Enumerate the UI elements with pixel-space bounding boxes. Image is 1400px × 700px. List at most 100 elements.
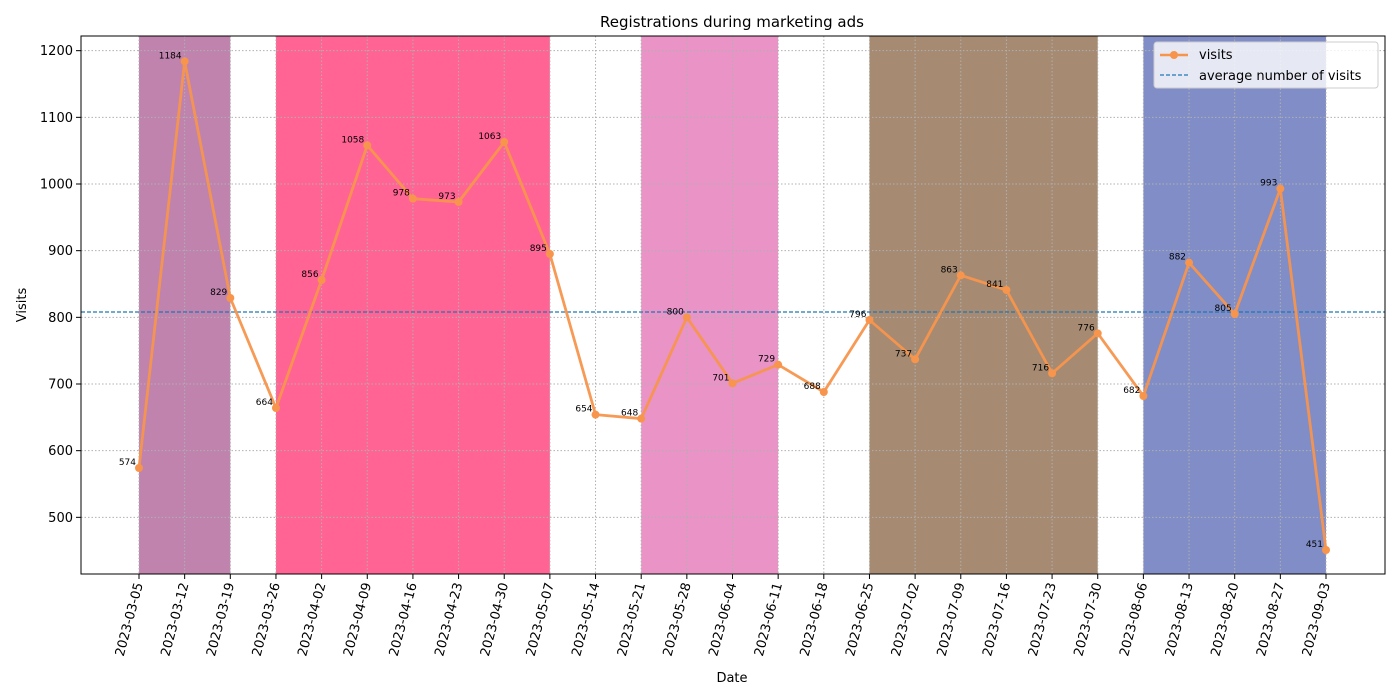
- data-label: 993: [1260, 179, 1277, 189]
- y-tick-label: 900: [48, 244, 73, 259]
- data-point: [226, 294, 235, 302]
- data-label: 805: [1215, 304, 1232, 314]
- x-tick-label: 2023-05-07: [524, 581, 558, 658]
- x-tick-label: 2023-04-16: [387, 581, 421, 658]
- data-labels: 574 1184 829 664 856 1058 978 973 1063 895 654 648 8…: [119, 51, 1323, 550]
- x-tick-label: 2023-06-18: [798, 581, 832, 658]
- legend-visits-label: visits: [1199, 48, 1233, 63]
- data-point: [454, 198, 463, 206]
- data-point: [637, 414, 646, 423]
- data-label: 895: [530, 244, 547, 254]
- data-label: 1184: [159, 51, 182, 61]
- x-tick-label: 2023-07-23: [1026, 581, 1060, 658]
- data-label: 841: [986, 280, 1003, 290]
- data-point: [956, 271, 965, 280]
- data-point: [408, 194, 417, 203]
- data-label: 1063: [478, 132, 501, 142]
- data-point: [728, 379, 737, 388]
- x-tick-label: 2023-06-25: [843, 581, 877, 658]
- data-label: 776: [1078, 323, 1095, 333]
- x-tick-label: 2023-06-11: [752, 581, 786, 658]
- y-tick-label: 1000: [40, 178, 73, 193]
- data-label: 574: [119, 458, 136, 468]
- data-point: [1002, 286, 1011, 294]
- x-tick-label: 2023-05-14: [569, 581, 603, 658]
- legend-average-label: average number of visits: [1199, 69, 1362, 84]
- data-point: [1139, 392, 1148, 400]
- x-tick-label: 2023-07-16: [980, 581, 1014, 658]
- data-label: 701: [712, 373, 729, 383]
- data-point: [682, 313, 691, 322]
- data-label: 729: [758, 355, 775, 365]
- data-label: 648: [621, 409, 638, 419]
- data-point: [500, 138, 509, 146]
- data-label: 863: [941, 265, 958, 275]
- data-point: [774, 360, 783, 369]
- data-label: 978: [393, 189, 410, 199]
- data-label: 682: [1123, 386, 1140, 396]
- data-label: 973: [438, 192, 455, 202]
- legend-visits-marker: [1170, 51, 1178, 59]
- data-point: [1230, 310, 1239, 318]
- x-tick-label: 2023-05-21: [615, 581, 649, 658]
- x-tick-label: 2023-04-23: [432, 581, 466, 658]
- x-tick-label: 2023-04-09: [341, 581, 375, 658]
- x-tick-label: 2023-07-02: [889, 581, 923, 658]
- x-tick-label: 2023-07-30: [1072, 581, 1106, 658]
- data-label: 882: [1169, 253, 1186, 263]
- y-axis-ticks: 500 600 700 800 900 1000 1100 1200: [40, 44, 81, 526]
- shaded-span-3: [641, 36, 779, 574]
- data-label: 1058: [341, 135, 364, 145]
- x-axis-ticks: 2023-03-05 2023-03-12 2023-03-19 2023-03-26…: [113, 574, 1334, 658]
- y-tick-label: 1200: [40, 44, 73, 59]
- data-point: [1093, 329, 1102, 338]
- data-label: 654: [575, 405, 592, 415]
- x-tick-label: 2023-04-02: [295, 581, 329, 658]
- data-point: [1276, 184, 1285, 193]
- series-visits: [135, 57, 1330, 554]
- x-tick-label: 2023-07-09: [935, 581, 969, 658]
- y-tick-label: 500: [48, 511, 73, 526]
- data-point: [180, 57, 189, 66]
- data-point: [1048, 369, 1057, 378]
- data-label: 796: [849, 310, 866, 320]
- data-point: [865, 316, 874, 324]
- data-point: [271, 404, 280, 412]
- data-point: [1185, 258, 1194, 267]
- x-tick-label: 2023-09-03: [1300, 581, 1334, 658]
- x-tick-label: 2023-03-19: [204, 581, 238, 658]
- x-tick-label: 2023-08-20: [1209, 581, 1243, 658]
- x-tick-label: 2023-03-26: [250, 581, 284, 658]
- data-label: 800: [667, 307, 684, 317]
- x-tick-label: 2023-04-30: [478, 581, 512, 658]
- y-tick-label: 600: [48, 444, 73, 459]
- data-point: [1322, 546, 1330, 554]
- y-tick-label: 1100: [40, 111, 73, 126]
- x-tick-label: 2023-08-06: [1117, 581, 1151, 658]
- x-tick-label: 2023-03-05: [113, 581, 147, 658]
- y-axis-label: Visits: [15, 288, 30, 323]
- x-tick-label: 2023-03-12: [158, 581, 192, 658]
- data-point: [591, 410, 600, 419]
- y-tick-label: 700: [48, 378, 73, 393]
- data-point: [317, 276, 326, 284]
- y-tick-label: 800: [48, 311, 73, 326]
- legend: visits average number of visits: [1153, 41, 1379, 89]
- legend-box: [1153, 41, 1379, 89]
- data-label: 856: [301, 270, 318, 280]
- shaded-span-4: [869, 36, 1098, 574]
- x-axis-label: Date: [716, 671, 747, 686]
- x-tick-label: 2023-06-04: [706, 581, 740, 658]
- data-label: 688: [804, 382, 821, 392]
- data-label: 737: [895, 349, 912, 359]
- data-label: 664: [256, 398, 273, 408]
- x-tick-label: 2023-05-28: [661, 581, 695, 658]
- data-point: [911, 355, 920, 364]
- x-tick-label: 2023-08-13: [1163, 581, 1197, 658]
- data-point: [363, 141, 372, 150]
- data-point: [135, 464, 143, 472]
- data-label: 829: [210, 288, 227, 298]
- x-tick-label: 2023-08-27: [1254, 581, 1288, 658]
- data-label: 451: [1306, 540, 1323, 550]
